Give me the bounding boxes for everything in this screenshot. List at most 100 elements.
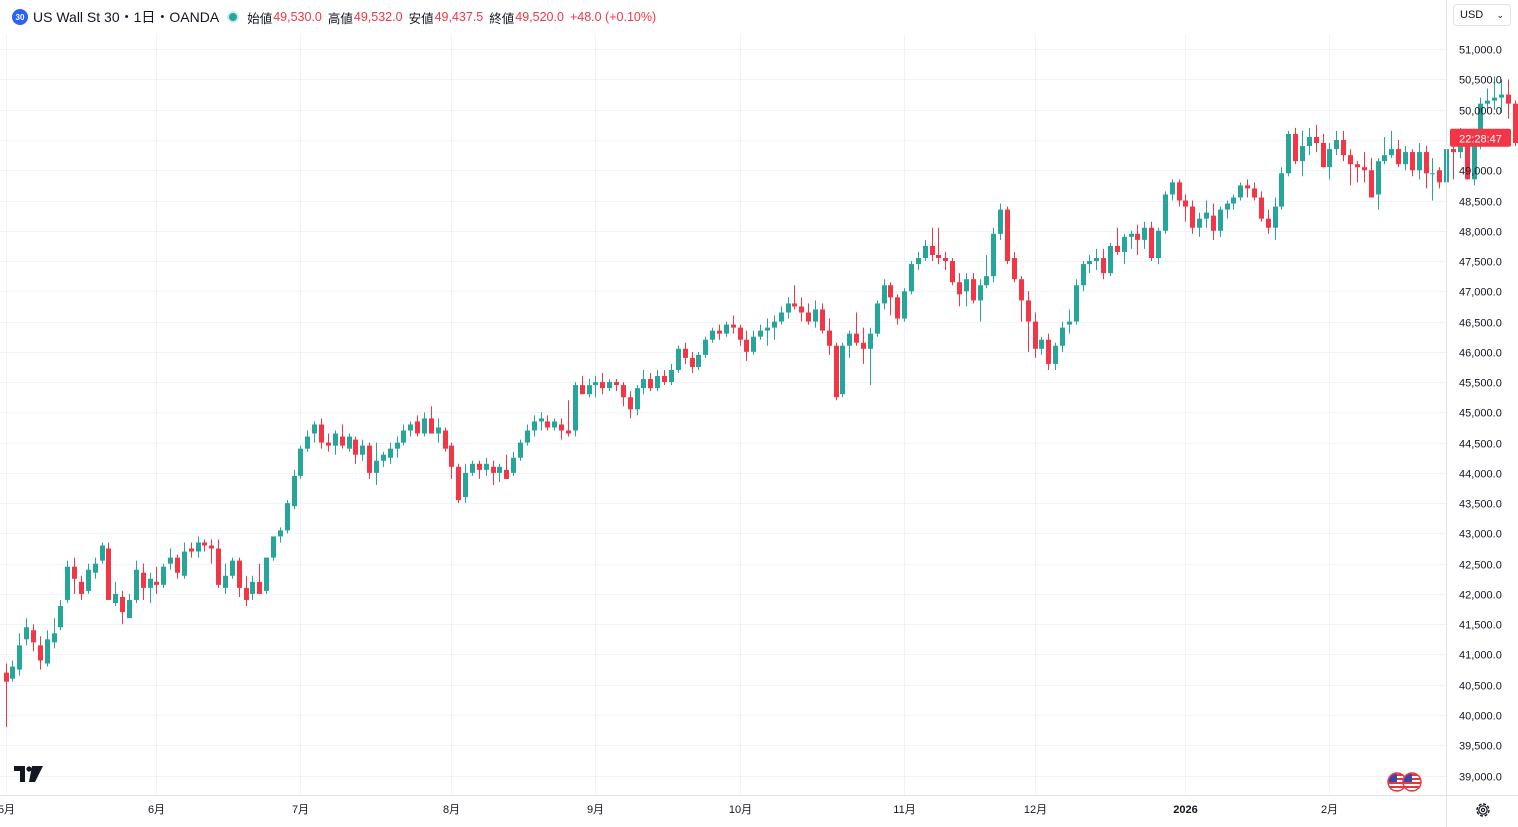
candle-body: [1430, 173, 1435, 175]
candle-body: [710, 330, 715, 340]
open-label: 始値: [247, 11, 273, 26]
symbol-title[interactable]: US Wall St 30・1日・OANDA: [33, 9, 220, 25]
candle-body: [1101, 258, 1106, 274]
gear-icon[interactable]: [1474, 801, 1492, 819]
candle-body: [319, 424, 324, 443]
candle-body: [1211, 215, 1216, 231]
currency-selector[interactable]: USD ⌄: [1453, 4, 1511, 26]
candle-body: [882, 285, 887, 304]
candle-body: [779, 312, 784, 322]
candle-body: [388, 448, 393, 458]
candle-down: [1362, 152, 1367, 183]
candle-up: [1327, 143, 1332, 180]
candle-body: [168, 557, 173, 564]
candle-up: [1197, 212, 1202, 237]
time-tick-label: 10月: [729, 804, 752, 816]
candle-body: [1129, 233, 1134, 237]
candle-body: [724, 324, 729, 334]
candle-up: [1238, 182, 1243, 201]
candle-body: [1266, 218, 1271, 228]
candle-body: [1204, 212, 1209, 219]
candle-body: [669, 369, 674, 383]
candle-body: [38, 645, 43, 661]
price-tick-label: 42,000.0: [1459, 590, 1502, 602]
time-tick-label: 9月: [587, 804, 604, 816]
price-tick-label: 50,000.0: [1459, 106, 1502, 118]
time-tick-label: 5月: [0, 804, 15, 816]
candle-up: [100, 542, 105, 564]
price-tick-label: 41,500.0: [1459, 620, 1502, 632]
candle-body: [532, 421, 537, 431]
candle-body: [326, 442, 331, 446]
candle-up: [539, 412, 544, 431]
candle-down: [628, 391, 633, 419]
candle-body: [31, 630, 36, 643]
candle-body: [408, 424, 413, 431]
candle-down: [738, 324, 743, 346]
candle-down: [154, 566, 159, 594]
candle-body: [367, 445, 372, 473]
candle-down: [209, 539, 214, 564]
chevron-down-icon: ⌄: [1496, 9, 1504, 20]
us-flag-icon[interactable]: [1402, 772, 1422, 792]
candle-body: [943, 258, 948, 262]
symbol-badge-icon[interactable]: 30: [12, 9, 28, 25]
candle-body: [552, 421, 557, 428]
candle-body: [813, 309, 818, 322]
tradingview-logo-icon[interactable]: [14, 766, 44, 782]
candle-body: [539, 418, 544, 422]
candle-up: [250, 575, 255, 600]
candle-body: [1012, 258, 1017, 280]
candle-body: [381, 454, 386, 461]
candle-up: [786, 297, 791, 319]
candle-up: [964, 273, 969, 307]
candle-down: [827, 318, 832, 355]
candle-body: [202, 542, 207, 546]
candle-body: [1087, 261, 1092, 265]
candle-up: [1286, 130, 1291, 177]
candle-up: [127, 593, 132, 619]
candle-up: [17, 633, 22, 676]
candle-body: [1067, 321, 1072, 325]
candle-down: [731, 315, 736, 334]
candle-body: [216, 548, 221, 585]
candle-body: [1314, 136, 1319, 144]
candle-up: [916, 251, 921, 271]
candle-body: [45, 639, 50, 664]
candle-body: [950, 261, 955, 283]
candle-body: [422, 418, 427, 434]
candle-down: [806, 303, 811, 325]
candle-body: [24, 627, 29, 640]
candle-up: [1087, 254, 1092, 274]
candle-up: [1485, 88, 1490, 113]
candle-body: [738, 327, 743, 340]
candle-down: [1266, 209, 1271, 234]
candle-body: [827, 330, 832, 346]
candle-up: [1218, 206, 1223, 237]
candle-up: [497, 463, 502, 482]
candle-body: [374, 460, 379, 473]
candle-body: [1156, 230, 1161, 259]
candle-body: [196, 542, 201, 552]
candle-up: [292, 469, 297, 510]
candle-body: [696, 354, 701, 367]
candle-body: [436, 427, 441, 434]
candle-up: [1122, 233, 1127, 265]
candle-down: [683, 342, 688, 364]
candle-up: [1060, 321, 1065, 352]
candle-body: [511, 457, 516, 473]
market-status-dot-icon: [229, 13, 238, 21]
candle-body: [1094, 258, 1099, 262]
candle-body: [648, 379, 653, 389]
candle-body: [641, 379, 646, 389]
candle-body: [834, 345, 839, 398]
candle-up: [703, 336, 708, 358]
candle-down: [1506, 79, 1511, 119]
candle-body: [1231, 197, 1236, 204]
candle-up: [182, 542, 187, 579]
candle-down: [340, 424, 345, 449]
candle-down: [1101, 248, 1106, 280]
candle-body: [717, 330, 722, 334]
